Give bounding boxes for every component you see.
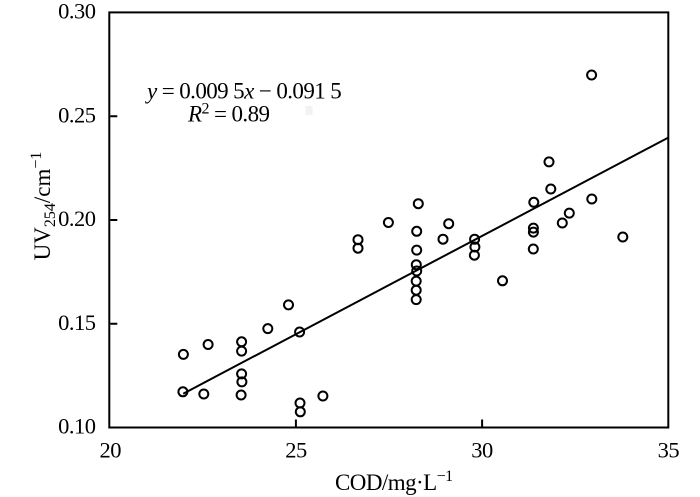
svg-text:COD/mg·L−1: COD/mg·L−1 bbox=[335, 468, 453, 495]
svg-text:0.25: 0.25 bbox=[58, 102, 96, 127]
svg-text:0.10: 0.10 bbox=[58, 414, 96, 439]
svg-text:20: 20 bbox=[100, 437, 122, 462]
svg-text:35: 35 bbox=[658, 437, 680, 462]
svg-text:30: 30 bbox=[471, 437, 493, 462]
svg-text:0.15: 0.15 bbox=[58, 310, 96, 335]
svg-text:0.20: 0.20 bbox=[58, 206, 96, 231]
svg-text:R2 = 0.89: R2 = 0.89 bbox=[187, 101, 269, 127]
svg-text:y = 0.009 5x − 0.091 5: y = 0.009 5x − 0.091 5 bbox=[145, 79, 341, 104]
svg-text:0.30: 0.30 bbox=[58, 0, 96, 24]
svg-text:25: 25 bbox=[285, 437, 307, 462]
